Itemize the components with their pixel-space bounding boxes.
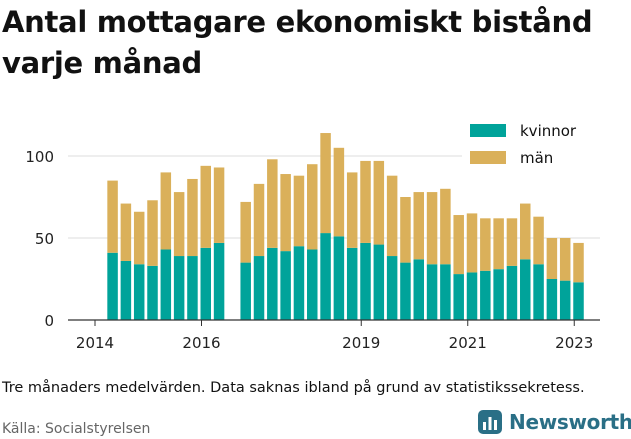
bar-kvinnor xyxy=(293,246,305,320)
bar-man xyxy=(533,216,544,265)
bar-kvinnor xyxy=(386,256,398,320)
bar-man xyxy=(480,218,491,271)
bar-kvinnor xyxy=(320,233,331,320)
bar-man xyxy=(440,188,451,265)
bar-man xyxy=(240,201,251,263)
chart-title: Antal mottagare ekonomiskt bistånd varje… xyxy=(2,5,593,80)
bar-man xyxy=(307,164,318,250)
bar-kvinnor xyxy=(373,244,385,320)
bar-kvinnor xyxy=(187,256,198,320)
bar-man xyxy=(360,160,371,243)
bar-man xyxy=(386,175,398,257)
bar-kvinnor xyxy=(147,265,158,320)
stacked-bar-chart: 0 50 100 2014 2016 2019 2021 2023 kvinnor män xyxy=(25,122,600,352)
bar-kvinnor xyxy=(346,247,358,320)
y-tick-label: 50 xyxy=(35,230,54,248)
bar-kvinnor xyxy=(253,256,265,320)
bar-man xyxy=(546,238,558,279)
x-tick-label: 2023 xyxy=(555,334,593,352)
bar-man xyxy=(120,203,132,261)
bar-kvinnor xyxy=(546,279,558,320)
bar-man xyxy=(147,200,158,266)
bar-man xyxy=(200,165,212,248)
bar-kvinnor xyxy=(280,251,291,320)
bar-man xyxy=(373,160,385,245)
bar-man xyxy=(173,192,185,257)
newsworthy-logo: Newsworthy xyxy=(477,407,631,437)
bar-man xyxy=(267,159,278,248)
bar-man xyxy=(187,178,198,257)
bar-man xyxy=(107,180,118,253)
bar-kvinnor xyxy=(426,264,438,320)
bar-kvinnor xyxy=(160,249,172,320)
bar-man xyxy=(573,242,584,283)
bar-man xyxy=(520,203,531,260)
y-tick-label: 0 xyxy=(44,312,54,330)
bar-kvinnor xyxy=(440,264,451,320)
bar-kvinnor xyxy=(333,236,345,320)
bar-kvinnor xyxy=(466,272,478,320)
bar-man xyxy=(333,147,345,237)
legend-label-kvinnor: kvinnor xyxy=(520,122,577,140)
bar-man xyxy=(400,197,411,263)
bar-man xyxy=(213,167,225,243)
bar-kvinnor xyxy=(573,282,584,320)
x-tick-label: 2019 xyxy=(342,334,380,352)
bar-man xyxy=(506,218,518,266)
bar-kvinnor xyxy=(133,264,145,320)
bar-man xyxy=(466,213,478,273)
bar-kvinnor xyxy=(453,274,464,320)
bar-man xyxy=(493,218,504,270)
bar-man xyxy=(559,238,571,281)
bar-kvinnor xyxy=(240,262,251,320)
bar-kvinnor xyxy=(533,264,544,320)
bar-kvinnor xyxy=(307,249,318,320)
bar-kvinnor xyxy=(213,242,225,320)
bar-kvinnor xyxy=(107,252,118,320)
bar-man xyxy=(133,211,145,265)
bar-kvinnor xyxy=(480,270,491,320)
bar-man xyxy=(280,174,291,252)
bar-kvinnor xyxy=(493,269,504,320)
bar-man xyxy=(253,183,265,257)
bar-man xyxy=(160,172,172,250)
bar-kvinnor xyxy=(173,256,185,320)
bar-man xyxy=(346,172,358,248)
newsworthy-bars-icon xyxy=(478,410,502,434)
x-tick-label: 2014 xyxy=(76,334,114,352)
bar-man xyxy=(320,133,331,234)
bar-man xyxy=(453,215,464,275)
bar-kvinnor xyxy=(413,259,425,320)
x-tick-label: 2016 xyxy=(182,334,220,352)
bar-kvinnor xyxy=(360,242,371,320)
bar-kvinnor xyxy=(559,280,571,320)
legend-swatch-kvinnor xyxy=(470,124,506,137)
brand-name: Newsworthy xyxy=(509,410,631,434)
x-tick-label: 2021 xyxy=(449,334,487,352)
source-text: Källa: Socialstyrelsen xyxy=(2,421,151,437)
bar-kvinnor xyxy=(400,262,411,320)
bar-kvinnor xyxy=(200,247,212,320)
legend-label-man: män xyxy=(520,149,553,167)
chart-note: Tre månaders medelvärden. Data saknas ib… xyxy=(2,380,585,396)
bar-kvinnor xyxy=(520,259,531,320)
legend-swatch-man xyxy=(470,151,506,164)
bar-man xyxy=(293,175,305,247)
bar-kvinnor xyxy=(120,260,132,320)
y-tick-label: 100 xyxy=(25,148,54,166)
bar-man xyxy=(413,192,425,260)
bar-kvinnor xyxy=(267,247,278,320)
bar-kvinnor xyxy=(506,265,518,320)
bar-man xyxy=(426,192,438,265)
